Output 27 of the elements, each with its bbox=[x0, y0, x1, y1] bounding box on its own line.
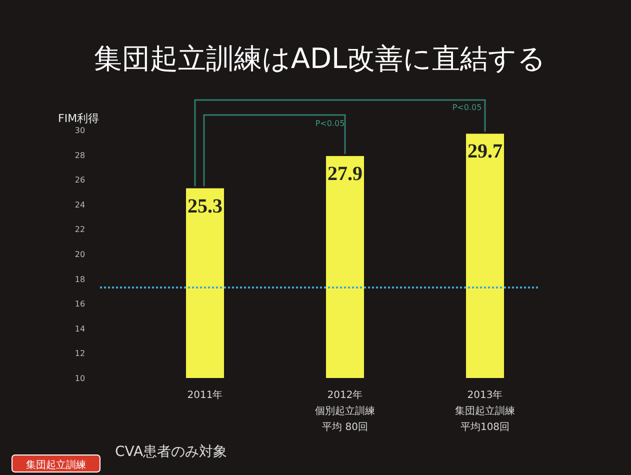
text: 平均108回 bbox=[460, 421, 510, 433]
y-tick-label: 16 bbox=[74, 300, 86, 309]
text: CVA患者のみ対象 bbox=[115, 444, 228, 460]
text: P<0.05 bbox=[452, 103, 482, 112]
text: 平均 80回 bbox=[322, 421, 368, 433]
x-tick-label: 2013年 bbox=[467, 389, 503, 401]
y-tick-label: 22 bbox=[74, 225, 86, 234]
text: P<0.05 bbox=[315, 119, 345, 128]
text: 個別起立訓練 bbox=[315, 405, 375, 417]
chart-title: 集団起立訓練はADL改善に直結する bbox=[94, 42, 546, 75]
y-tick-label: 26 bbox=[74, 176, 86, 185]
data-label: 25.3 bbox=[188, 195, 222, 218]
y-tick-label: 30 bbox=[74, 126, 86, 135]
x-tick-label: 2012年 bbox=[327, 389, 363, 401]
data-label: 27.9 bbox=[328, 163, 362, 186]
badge: 集団起立訓練 bbox=[12, 454, 100, 472]
text: 集団起立訓練 bbox=[455, 405, 515, 417]
y-tick-label: 18 bbox=[74, 274, 86, 284]
y-tick-label: 24 bbox=[74, 200, 86, 210]
y-tick-label: 20 bbox=[74, 250, 86, 259]
data-label: 29.7 bbox=[468, 140, 502, 163]
x-tick-label: 2011年 bbox=[187, 389, 223, 401]
y-axis-title: FIM利得 bbox=[58, 112, 100, 125]
y-tick-label: 12 bbox=[74, 349, 86, 358]
y-tick-label: 10 bbox=[74, 374, 86, 383]
y-tick-label: 14 bbox=[74, 324, 86, 334]
y-tick-label: 28 bbox=[74, 150, 86, 160]
